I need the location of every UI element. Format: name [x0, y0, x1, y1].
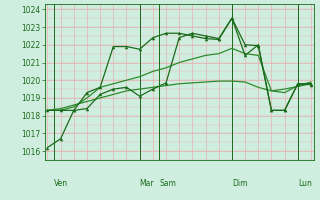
Text: Dim: Dim [232, 179, 247, 188]
Text: Ven: Ven [54, 179, 68, 188]
Text: Sam: Sam [159, 179, 176, 188]
Text: Mar: Mar [140, 179, 154, 188]
Text: Lun: Lun [298, 179, 312, 188]
